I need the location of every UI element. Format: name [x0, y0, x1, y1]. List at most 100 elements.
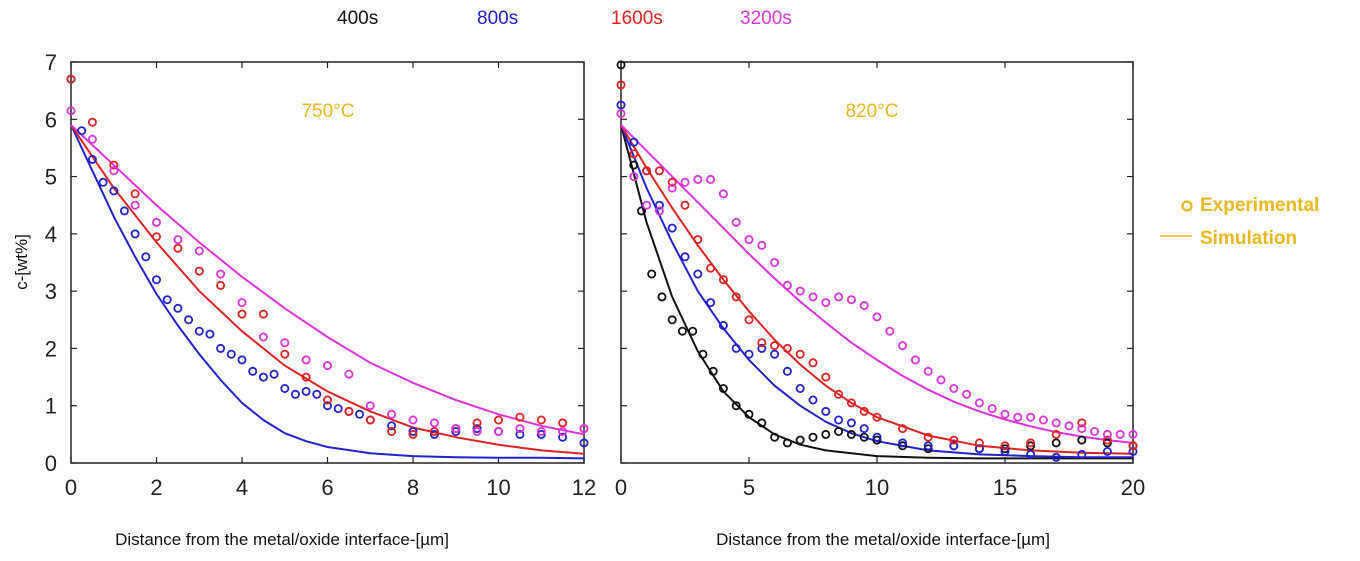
x-tick-label: 0	[65, 475, 77, 500]
experimental-point	[1026, 441, 1036, 451]
experimental-point	[647, 269, 657, 279]
experimental-point	[355, 409, 365, 419]
experimental-point	[782, 366, 792, 376]
y-tick-label: 2	[45, 336, 57, 361]
legend-1600s: 1600s	[611, 8, 663, 29]
experimental-point	[629, 149, 639, 159]
y-tick-label: 4	[45, 222, 57, 247]
y-tick-label: 0	[45, 451, 57, 476]
experimental-point	[923, 432, 933, 442]
experimental-point	[821, 298, 831, 308]
experimental-point	[782, 438, 792, 448]
experimental-point	[173, 303, 183, 313]
experimental-point	[744, 349, 754, 359]
experimental-point	[642, 166, 652, 176]
experimental-point	[109, 186, 119, 196]
experimental-point	[846, 429, 856, 439]
experimental-point	[821, 406, 831, 416]
experimental-point	[949, 441, 959, 451]
simulation-line	[620, 124, 1134, 444]
experimental-point	[1077, 424, 1087, 434]
experimental-point	[429, 429, 439, 439]
y-tick-label: 6	[45, 107, 57, 132]
experimental-point	[744, 409, 754, 419]
experimental-point	[642, 200, 652, 210]
experimental-point	[301, 372, 311, 382]
experimental-point	[162, 295, 172, 305]
experimental-point	[515, 424, 525, 434]
experimental-point	[718, 189, 728, 199]
experimental-point	[301, 355, 311, 365]
experimental-point	[1077, 418, 1087, 428]
simulation-lines-750c	[70, 124, 585, 460]
experimental-point	[558, 432, 568, 442]
experimental-point	[708, 366, 718, 376]
experimental-point	[130, 189, 140, 199]
experimental-point	[629, 137, 639, 147]
experimental-point	[898, 441, 908, 451]
experimental-point	[654, 200, 664, 210]
experimental-point	[949, 435, 959, 445]
legend-800s: 800s	[477, 8, 518, 29]
experimental-point	[1102, 438, 1112, 448]
experimental-point	[731, 401, 741, 411]
experimental-point	[677, 326, 687, 336]
experimental-point	[872, 312, 882, 322]
legend-3200s: 3200s	[740, 8, 792, 29]
experimental-point	[173, 243, 183, 253]
y-tick-label: 3	[45, 279, 57, 304]
experimental-point	[898, 341, 908, 351]
experimental-point	[558, 418, 568, 428]
experimental-point	[859, 432, 869, 442]
experimental-point	[846, 295, 856, 305]
experimental-point	[1077, 435, 1087, 445]
experimental-point	[280, 338, 290, 348]
experimental-point	[744, 315, 754, 325]
experimental-point	[974, 398, 984, 408]
experimental-point	[821, 429, 831, 439]
experimental-point	[757, 338, 767, 348]
experimental-point	[269, 369, 279, 379]
experimental-point	[637, 206, 647, 216]
experimental-point	[1000, 409, 1010, 419]
experimental-point	[408, 429, 418, 439]
experimental-point	[834, 389, 844, 399]
marker-legend: Experimental Simulation	[1160, 195, 1319, 249]
experimental-point	[237, 355, 247, 365]
experimental-point	[731, 343, 741, 353]
experimental-point	[629, 172, 639, 182]
experimental-point	[130, 229, 140, 239]
experimental-point	[706, 298, 716, 308]
experimental-point	[731, 292, 741, 302]
experimental-point	[693, 269, 703, 279]
experimental-point	[280, 383, 290, 393]
experimental-point	[258, 309, 268, 319]
experimental-point	[859, 300, 869, 310]
y-axis-label: c-[wt%]	[12, 234, 31, 290]
experimental-point	[808, 292, 818, 302]
experimental-point	[770, 341, 780, 351]
experimental-point	[1090, 426, 1100, 436]
experimental-point	[770, 349, 780, 359]
experimental-point	[333, 404, 343, 414]
experimental-point	[667, 183, 677, 193]
experimental-point	[834, 292, 844, 302]
experimental-point	[834, 426, 844, 436]
x-tick-label: 4	[236, 475, 248, 500]
experimental-point	[493, 415, 503, 425]
experimental-point	[1051, 418, 1061, 428]
experimental-point	[1102, 446, 1112, 456]
experimental-point	[312, 389, 322, 399]
experimental-point	[109, 166, 119, 176]
x-tick-label: 8	[407, 475, 419, 500]
experimental-point	[173, 235, 183, 245]
experimental-point	[194, 326, 204, 336]
x-tick-label: 0	[615, 475, 627, 500]
experimental-point	[962, 389, 972, 399]
experimental-point	[872, 435, 882, 445]
experimental-point	[1026, 438, 1036, 448]
experimental-point	[1051, 438, 1061, 448]
experimental-point	[657, 292, 667, 302]
experimental-point	[949, 383, 959, 393]
